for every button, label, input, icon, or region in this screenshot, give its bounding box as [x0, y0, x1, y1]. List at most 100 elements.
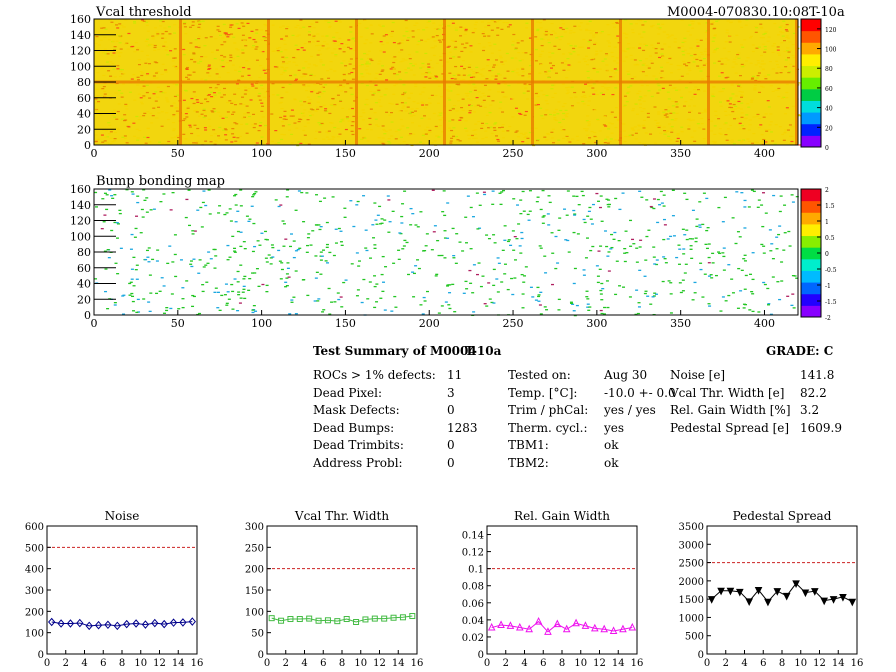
roc-pixel [164, 30, 168, 33]
roc-pixel [497, 140, 501, 142]
roc-pixel [243, 113, 247, 115]
roc-pixel [264, 25, 268, 27]
roc-pixel [401, 125, 405, 127]
bump-pixel [169, 209, 173, 211]
roc-pixel [342, 79, 346, 81]
roc-pixel [351, 38, 355, 40]
data-point [188, 617, 196, 626]
roc-pixel [603, 142, 607, 144]
roc-pixel [229, 56, 233, 58]
roc-pixel [251, 85, 255, 87]
roc-pixel [700, 53, 704, 55]
roc-pixel [544, 114, 548, 116]
roc-pixel [156, 86, 160, 88]
bump-pixel [286, 267, 290, 269]
bump-pixel [639, 239, 643, 241]
roc-pixel [238, 66, 242, 68]
roc-pixel [586, 104, 590, 106]
roc-pixel [787, 51, 791, 53]
roc-pixel [114, 92, 118, 94]
roc-pixel [238, 141, 242, 143]
x-tick-label: 6 [320, 658, 326, 669]
bump-pixel [155, 260, 159, 262]
roc-pixel [318, 53, 322, 55]
x-tick-label: 8 [559, 658, 565, 669]
bump-pixel [756, 206, 760, 208]
roc-pixel [767, 106, 771, 108]
roc-pixel [118, 23, 122, 25]
roc-pixel [753, 84, 757, 87]
roc-pixel [452, 56, 456, 58]
bump-pixel [226, 291, 230, 293]
bump-pixel [698, 226, 702, 228]
roc-block [358, 82, 446, 145]
roc-pixel [776, 34, 780, 36]
bump-pixel [605, 198, 609, 200]
roc-pixel [211, 96, 215, 99]
roc-pixel [204, 129, 208, 131]
roc-pixel [399, 61, 403, 63]
colorbar-segment [801, 223, 821, 237]
roc-pixel [460, 106, 464, 109]
colorbar-segment [801, 77, 821, 90]
roc-pixel [524, 132, 528, 134]
bump-pixel [116, 273, 120, 275]
roc-pixel [656, 27, 660, 29]
roc-pixel [696, 45, 700, 47]
roc-pixel [724, 77, 728, 79]
roc-pixel [779, 72, 783, 74]
roc-pixel [544, 71, 548, 73]
roc-pixel [156, 96, 160, 98]
bump-pixel [600, 220, 604, 222]
summary-title: Test Summary of M0004 [313, 344, 477, 358]
roc-pixel [684, 87, 688, 89]
roc-pixel [567, 69, 571, 71]
roc-pixel [290, 109, 294, 111]
roc-pixel [564, 114, 568, 116]
roc-pixel [468, 110, 472, 112]
roc-pixel [311, 37, 315, 39]
roc-pixel [763, 51, 767, 53]
roc-pixel [587, 47, 591, 49]
bump-pixel [462, 292, 466, 294]
roc-pixel [638, 43, 642, 45]
bump-pixel [233, 250, 237, 252]
roc-pixel [784, 29, 788, 31]
bump-pixel [771, 276, 775, 278]
roc-pixel [202, 109, 206, 111]
roc-pixel [587, 123, 591, 125]
roc-pixel [276, 94, 280, 96]
bump-pixel [607, 270, 611, 272]
bump-pixel [683, 234, 687, 236]
bump-pixel [451, 283, 455, 286]
roc-pixel [666, 110, 670, 112]
roc-pixel [481, 101, 485, 103]
roc-pixel [103, 95, 107, 98]
bump-pixel [201, 290, 205, 293]
bump-pixel [122, 313, 126, 315]
bump-pixel [378, 205, 382, 208]
bump-pixel [200, 226, 204, 228]
roc-pixel [561, 23, 565, 25]
bump-pixel [548, 201, 552, 204]
roc-pixel [123, 135, 127, 137]
roc-pixel [426, 68, 430, 70]
roc-pixel [506, 130, 510, 132]
roc-pixel [165, 99, 169, 101]
roc-pixel [237, 27, 241, 29]
roc-pixel [725, 41, 729, 43]
bump-pixel [681, 290, 685, 292]
roc-pixel [750, 101, 754, 103]
bump-pixel [772, 194, 776, 197]
roc-pixel [599, 92, 603, 94]
roc-pixel [312, 19, 316, 21]
roc-pixel [717, 118, 721, 120]
bump-pixel [252, 194, 256, 196]
roc-pixel [241, 117, 245, 119]
roc-pixel [106, 53, 110, 55]
colorbar-tick-label: -2 [825, 315, 831, 322]
roc-pixel [566, 137, 570, 140]
bump-pixel [443, 237, 447, 239]
data-point [141, 620, 150, 629]
roc-pixel [489, 126, 493, 128]
